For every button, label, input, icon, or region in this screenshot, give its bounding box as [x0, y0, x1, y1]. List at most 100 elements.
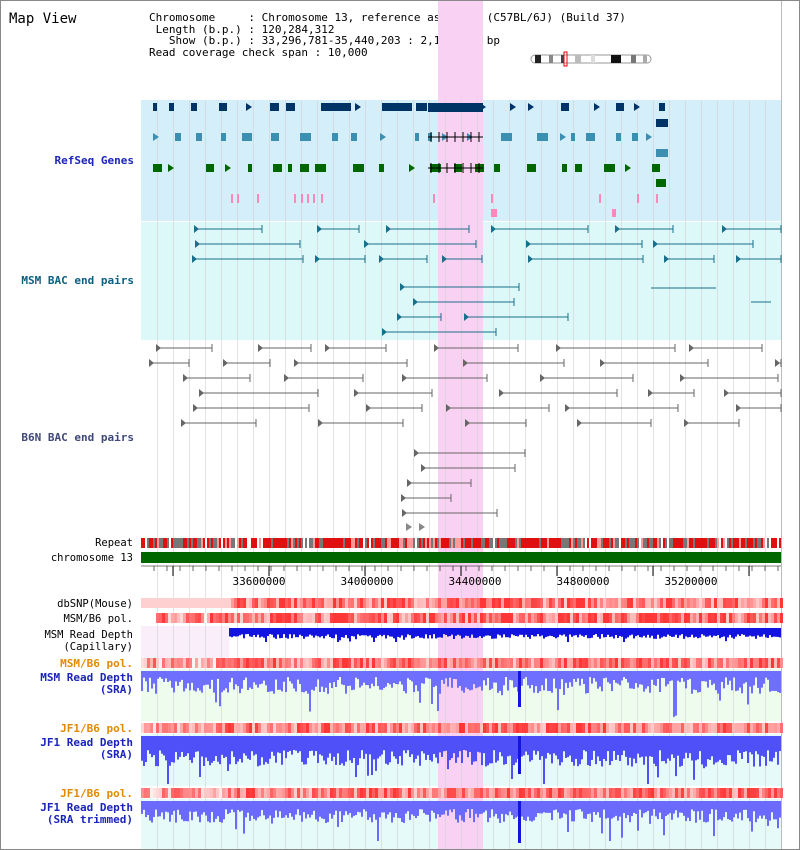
jf1-pol2-cell	[315, 788, 318, 798]
track-label-refseq[interactable]: RefSeq Genes	[54, 154, 134, 167]
msm-sra-depth-bar	[751, 671, 753, 694]
msm-cap-depth-bar	[647, 628, 649, 635]
gene-exon	[351, 133, 357, 141]
jf1-trim-depth-bar	[769, 801, 771, 821]
jf1-depth-bar	[257, 736, 259, 767]
jf1-depth-line2: (SRA)	[99, 748, 133, 761]
jf1-depth-bar	[611, 736, 613, 762]
jf1-pol2-cell	[387, 788, 390, 798]
msm-sra-depth-bar	[317, 671, 319, 680]
jf1-pol2-cell	[330, 788, 333, 798]
track-label-jf1-trim[interactable]: JF1 Read Depth (SRA trimmed)	[40, 802, 133, 826]
track-label-jf1-pol-1[interactable]: JF1/B6 pol.	[60, 722, 133, 735]
jf1-depth-bar	[607, 736, 609, 752]
track-label-jf1-depth[interactable]: JF1 Read Depth (SRA)	[40, 737, 133, 761]
dbsnp-cell	[465, 598, 468, 608]
jf1-pol1-cell	[408, 723, 411, 733]
msm-pol2-cell	[753, 658, 756, 668]
b6n-bac-end	[600, 359, 605, 367]
jf1-pol1-cell	[594, 723, 597, 733]
msm-cap-depth-bar	[725, 628, 727, 642]
repeat-segment	[449, 538, 451, 548]
jf1-depth-bar	[695, 736, 697, 761]
msm-pol1-cell	[717, 613, 720, 623]
gene-exon	[656, 179, 666, 187]
track-label-msm-pol-1[interactable]: MSM/B6 pol.	[63, 613, 133, 625]
msm-sra-depth-bar	[473, 671, 475, 685]
msm-sra-depth-bar	[435, 671, 437, 686]
msm-pol2-cell	[297, 658, 300, 668]
jf1-trim-depth-bar	[659, 801, 661, 813]
msm-sra-depth-bar	[503, 671, 505, 686]
jf1-trim-depth-bar	[549, 801, 551, 813]
track-label-msm-depth-sra[interactable]: MSM Read Depth (SRA)	[40, 672, 133, 696]
jf1-trim-depth-bar	[307, 801, 309, 815]
jf1-pol1-cell	[297, 723, 300, 733]
msm-pol2-cell	[270, 658, 273, 668]
track-label-b6n-bac[interactable]: B6N BAC end pairs	[21, 431, 134, 444]
msm-pol2-cell	[165, 658, 168, 668]
jf1-trim-depth-bar	[431, 801, 433, 811]
jf1-depth-bar	[161, 736, 163, 754]
track-label-jf1-pol-2[interactable]: JF1/B6 pol.	[60, 787, 133, 800]
msm-sra-depth-bar	[721, 671, 723, 682]
msm-sra-depth-bar	[277, 671, 279, 690]
track-label-chromosome[interactable]: chromosome 13	[50, 552, 133, 564]
msm-cap-depth-bar	[445, 628, 447, 635]
jf1-trim-depth-bar	[649, 801, 651, 824]
jf1-trim-depth-bar	[741, 801, 743, 821]
jf1-pol1-cell	[270, 723, 273, 733]
msm-cap-depth-bar	[697, 628, 699, 639]
msm-pol2-cell	[444, 658, 447, 668]
jf1-depth-bar	[165, 736, 167, 761]
jf1-pol1-cell	[636, 723, 639, 733]
b6n-bac-end	[406, 523, 412, 531]
jf1-depth-bar	[463, 736, 465, 751]
repeat-segment	[383, 538, 385, 548]
track-label-msm-depth-cap[interactable]: MSM Read Depth (Capillary)	[44, 629, 133, 653]
msm-sra-depth-bar	[741, 671, 743, 694]
msm-sra-depth-bar	[525, 671, 527, 678]
repeat-segment	[727, 538, 729, 548]
jf1-trim-depth-bar	[489, 801, 491, 818]
msm-sra-depth-bar	[329, 671, 331, 683]
gene-exon	[332, 133, 338, 141]
msm-sra-depth-bar	[205, 671, 207, 685]
msm-pol2-cell	[327, 658, 330, 668]
msm-sra-depth-bar	[197, 671, 199, 689]
track-label-msm-bac[interactable]: MSM BAC end pairs	[21, 274, 134, 287]
jf1-pol2-cell	[198, 788, 201, 798]
jf1-pol2-cell	[447, 788, 450, 798]
repeat-segment	[773, 538, 775, 548]
msm-pol2-cell	[624, 658, 627, 668]
repeat-segment	[421, 538, 423, 548]
jf1-pol2-cell	[723, 788, 726, 798]
jf1-trim-depth-bar	[309, 801, 311, 818]
msm-sra-depth-bar	[607, 671, 609, 683]
msm-sra-depth-bar	[305, 671, 307, 692]
jf1-pol2-cell	[174, 788, 177, 798]
jf1-trim-depth-bar	[267, 801, 269, 819]
msm-pol1-cell	[771, 613, 774, 623]
jf1-pol1-cell	[657, 723, 660, 733]
msm-cap-depth-bar	[433, 628, 435, 635]
msm-cap-depth-bar	[691, 628, 693, 635]
gene-exon	[300, 164, 309, 172]
track-label-dbsnp[interactable]: dbSNP(Mouse)	[57, 598, 133, 610]
msm-cap-depth-bar	[299, 628, 301, 635]
jf1-trim-depth-bar	[239, 801, 241, 812]
track-label-repeat[interactable]: Repeat	[95, 537, 133, 549]
msm-sra-depth-bar	[445, 671, 447, 679]
msm-cap-depth-bar	[631, 628, 633, 635]
jf1-depth-bar	[219, 736, 221, 765]
track-label-msm-pol-2[interactable]: MSM/B6 pol.	[60, 657, 133, 670]
jf1-pol1-cell	[279, 723, 282, 733]
jf1-trim-depth-bar	[235, 801, 237, 830]
jf1-trim-depth-bar	[363, 801, 365, 810]
jf1-pol2-cell	[189, 788, 192, 798]
msm-cap-depth-bar	[659, 628, 661, 639]
jf1-pol1-cell	[537, 723, 540, 733]
jf1-pol2-cell	[249, 788, 252, 798]
jf1-pol1-cell	[357, 723, 360, 733]
